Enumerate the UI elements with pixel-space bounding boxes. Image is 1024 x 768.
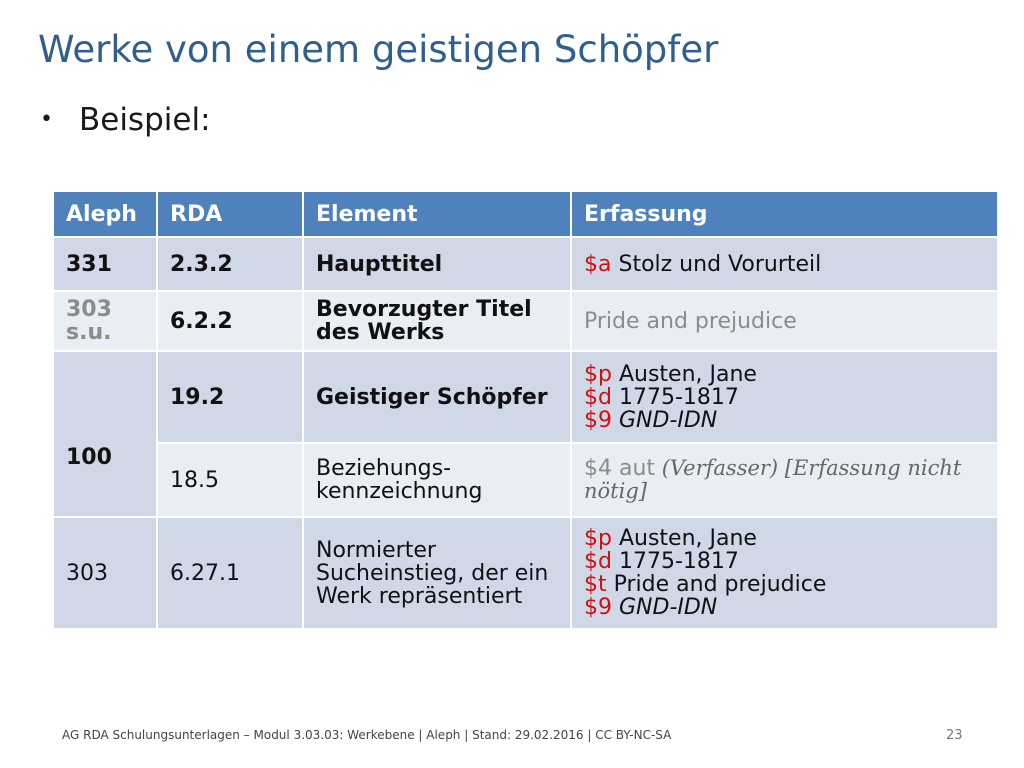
cell-aleph: 100 — [52, 350, 158, 518]
subfield-value: Austen, Jane — [611, 361, 757, 387]
subfield-value: GND-IDN — [612, 407, 718, 433]
table-row: 303 6.27.1 Normierter Sucheinstieg, der … — [52, 516, 999, 630]
footer-text: AG RDA Schulungsunterlagen – Modul 3.03.… — [62, 728, 672, 742]
subfield-code: $d — [584, 549, 612, 574]
subfield-value: Austen, Jane — [611, 526, 757, 551]
bullet-text: Beispiel: — [78, 102, 211, 138]
subfield-line: $p Austen, Jane — [584, 527, 997, 550]
cell-erfassung: $p Austen, Jane $d 1775-1817 $t Pride an… — [570, 516, 999, 630]
subfield-line: $d 1775-1817 — [584, 550, 997, 573]
cell-rda: 2.3.2 — [156, 236, 304, 292]
cell-aleph: 331 — [52, 236, 158, 292]
cell-erfassung: $4 aut (Verfasser) [Erfassung nicht nöti… — [570, 442, 999, 518]
table-header-row: Aleph RDA Element Erfassung — [52, 190, 999, 238]
table-row: 18.5 Beziehungs-kennzeichnung $4 aut (Ve… — [53, 442, 999, 518]
cell-rda: 6.2.2 — [156, 290, 304, 352]
cell-element: Geistiger Schöpfer — [302, 350, 572, 444]
cell-aleph: 303 — [52, 516, 158, 630]
cell-element: Beziehungs-kennzeichnung — [302, 442, 572, 518]
cell-rda: 18.5 — [156, 442, 304, 518]
subfield-code: $d — [584, 384, 612, 410]
cell-erfassung: $a Stolz und Vorurteil — [570, 236, 999, 292]
cell-element: Bevorzugter Titel des Werks — [302, 290, 572, 352]
bullet-symbol: • — [40, 107, 53, 132]
subfield-code: $9 — [584, 595, 612, 620]
header-erfassung: Erfassung — [570, 190, 999, 238]
table-row: 100 19.2 Geistiger Schöpfer $p Austen, J… — [52, 350, 999, 518]
subfield-code: $t — [584, 572, 607, 597]
subfield-code: $a — [584, 251, 612, 277]
header-element: Element — [302, 190, 572, 238]
mapping-table: Aleph RDA Element Erfassung 331 2.3.2 Ha… — [52, 190, 999, 630]
table-row: 303 s.u. 6.2.2 Bevorzugter Titel des Wer… — [52, 290, 999, 352]
cell-element: Normierter Sucheinstieg, der ein Werk re… — [302, 516, 572, 630]
subfield-code: $9 — [584, 407, 612, 433]
subfield-code: $p — [584, 361, 612, 387]
relator-note: (Verfasser) [Erfassung nicht nötig] — [584, 456, 962, 503]
cell-erfassung: $p Austen, Jane $d 1775-1817 $9 GND-IDN — [570, 350, 999, 444]
slide-title: Werke von einem geistigen Schöpfer — [38, 28, 719, 71]
subfield-value: GND-IDN — [612, 595, 718, 620]
subfield-value: Stolz und Vorurteil — [611, 251, 822, 277]
subfield-line: $t Pride and prejudice — [584, 573, 997, 596]
header-rda: RDA — [156, 190, 304, 238]
subfield-code: $p — [584, 526, 612, 551]
subfield-value: 1775-1817 — [611, 549, 739, 574]
bullet-item: • Beispiel: — [40, 102, 211, 138]
subfield-value: Pride and prejudice — [606, 572, 827, 597]
subfield-line: $d 1775-1817 — [584, 386, 997, 409]
cell-rda: 6.27.1 — [156, 516, 304, 630]
header-aleph: Aleph — [52, 190, 158, 238]
relator-code: $4 aut — [584, 456, 656, 481]
subfield-line: $9 GND-IDN — [584, 596, 997, 619]
page-number: 23 — [946, 728, 963, 743]
subfield-line: $9 GND-IDN — [584, 409, 997, 432]
table-row: 331 2.3.2 Haupttitel $a Stolz und Vorurt… — [52, 236, 999, 292]
subfield-value: 1775-1817 — [611, 384, 739, 410]
subfield-line: $p Austen, Jane — [584, 363, 997, 386]
cell-aleph: 303 s.u. — [52, 290, 158, 352]
cell-rda: 19.2 — [156, 350, 304, 444]
cell-erfassung: Pride and prejudice — [570, 290, 999, 352]
cell-element: Haupttitel — [302, 236, 572, 292]
